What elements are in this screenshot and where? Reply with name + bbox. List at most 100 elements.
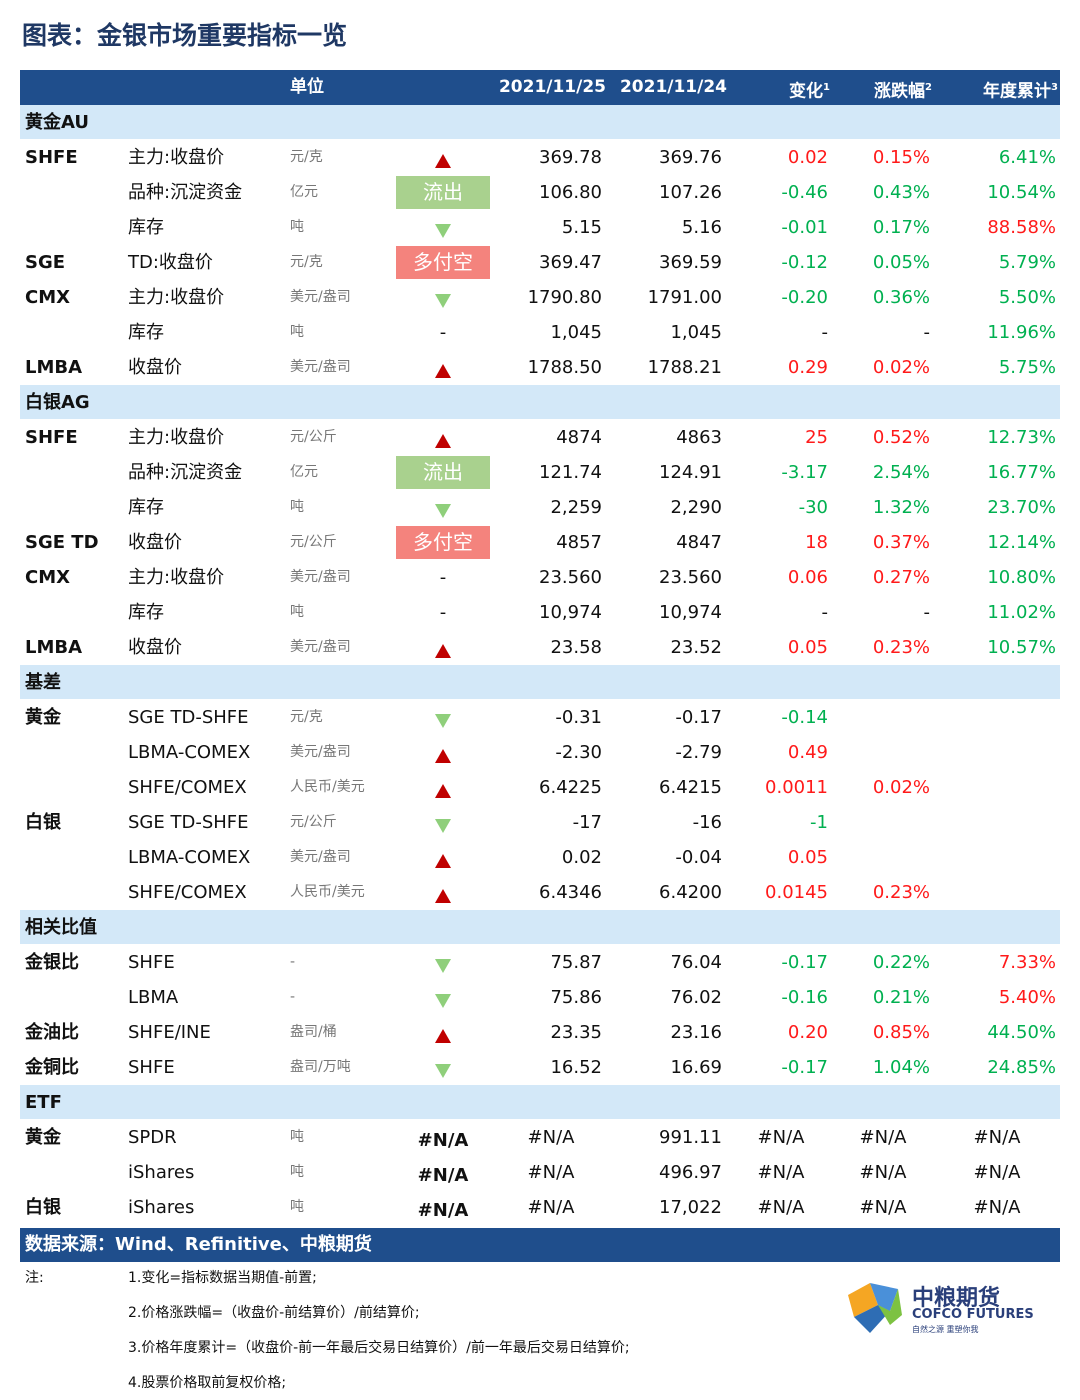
header-cell: 变化1 — [789, 70, 830, 105]
header-bar — [20, 70, 1060, 105]
cell-change: #N/A — [757, 1127, 805, 1148]
cell-pct: 0.23% — [872, 637, 930, 658]
cell-v2: 124.91 — [659, 462, 722, 483]
down-arrow — [435, 224, 451, 238]
cell-ytd: 10.54% — [987, 182, 1056, 203]
row-unit: 亿元 — [290, 184, 318, 200]
row-item: iShares — [128, 1162, 195, 1183]
cell-pct: 0.27% — [872, 567, 930, 588]
cell-pct: #N/A — [859, 1127, 907, 1148]
cell-v2: 5.16 — [681, 217, 722, 238]
row-item: SHFE — [128, 952, 175, 973]
cell-v1: 23.560 — [539, 567, 602, 588]
cell-ytd: 44.50% — [987, 1022, 1056, 1043]
row-unit: 吨 — [290, 219, 304, 235]
row-group: 金铜比 — [25, 1057, 79, 1078]
row-unit: 人民币/美元 — [290, 884, 365, 900]
up-arrow — [435, 749, 451, 763]
row-unit: 元/克 — [290, 149, 323, 165]
cell-v2: 1,045 — [670, 322, 722, 343]
signal-dash: - — [439, 567, 447, 588]
up-arrow — [435, 889, 451, 903]
row-item: TD:收盘价 — [128, 252, 213, 273]
row-unit: 元/克 — [290, 709, 323, 725]
cell-v1: -2.30 — [555, 742, 602, 763]
footnote-mark: 3 — [1051, 82, 1058, 93]
row-item: 库存 — [128, 497, 164, 518]
row-group: SHFE — [25, 147, 78, 168]
cell-change: 0.20 — [787, 1022, 828, 1043]
cell-v1: 106.80 — [539, 182, 602, 203]
section-title: 白银AG — [25, 392, 90, 413]
cell-v1: 2,259 — [550, 497, 602, 518]
signal-badge: 多付空 — [396, 526, 490, 559]
header-text: 变化 — [789, 81, 824, 102]
row-unit: 吨 — [290, 1164, 304, 1180]
row-item: 主力:收盘价 — [128, 567, 225, 588]
row-item: SGE TD-SHFE — [128, 707, 249, 728]
row-group: SGE TD — [25, 532, 99, 553]
cell-pct: - — [923, 322, 931, 343]
cell-pct: #N/A — [859, 1197, 907, 1218]
cell-v1: 1788.50 — [527, 357, 602, 378]
note: 1.变化=指标数据当期值-前置; — [128, 1270, 317, 1286]
row-unit: 吨 — [290, 604, 304, 620]
section-bar — [20, 910, 1060, 944]
cell-ytd: 5.40% — [998, 987, 1056, 1008]
row-unit: 元/克 — [290, 254, 323, 270]
cell-change: #N/A — [757, 1197, 805, 1218]
cell-change: -0.01 — [781, 217, 828, 238]
cell-pct: 2.54% — [872, 462, 930, 483]
cell-ytd: 12.14% — [987, 532, 1056, 553]
cell-v1: 0.02 — [561, 847, 602, 868]
cell-v2: 4863 — [676, 427, 722, 448]
down-arrow — [435, 504, 451, 518]
signal-badge: #N/A — [417, 1200, 469, 1221]
cell-change: -30 — [798, 497, 828, 518]
cell-pct: 0.85% — [872, 1022, 930, 1043]
cell-v2: 16.69 — [670, 1057, 722, 1078]
cell-v2: 2,290 — [670, 497, 722, 518]
cell-v2: 369.76 — [659, 147, 722, 168]
row-unit: 盎司/万吨 — [290, 1059, 351, 1075]
cell-ytd: 24.85% — [987, 1057, 1056, 1078]
cell-change: #N/A — [757, 1162, 805, 1183]
cell-pct: 0.36% — [872, 287, 930, 308]
cell-v1: 5.15 — [561, 217, 602, 238]
cell-change: 0.06 — [787, 567, 828, 588]
down-arrow — [435, 714, 451, 728]
cell-ytd: 11.02% — [987, 602, 1056, 623]
row-item: LBMA-COMEX — [128, 847, 251, 868]
row-item: SHFE/COMEX — [128, 882, 247, 903]
cell-v1: 6.4225 — [539, 777, 602, 798]
title: 图表：金银市场重要指标一览 — [22, 21, 348, 50]
cell-ytd: 23.70% — [987, 497, 1056, 518]
cell-v1: 16.52 — [550, 1057, 602, 1078]
cell-pct: 0.02% — [872, 777, 930, 798]
row-group: 金银比 — [25, 952, 79, 973]
row-item: 主力:收盘价 — [128, 287, 225, 308]
cell-ytd: 10.57% — [987, 637, 1056, 658]
row-unit: 吨 — [290, 324, 304, 340]
header-date: 2021/11/24 — [619, 77, 727, 97]
row-unit: 盎司/桶 — [290, 1024, 337, 1040]
cell-pct: 0.43% — [872, 182, 930, 203]
section-bar — [20, 1085, 1060, 1119]
up-arrow — [435, 364, 451, 378]
cell-ytd: 12.73% — [987, 427, 1056, 448]
cell-ytd: #N/A — [973, 1162, 1021, 1183]
row-unit: 吨 — [290, 1199, 304, 1215]
cell-v2: 10,974 — [659, 602, 722, 623]
cell-ytd: 7.33% — [998, 952, 1056, 973]
row-item: SHFE — [128, 1057, 175, 1078]
section-title: 相关比值 — [25, 917, 97, 938]
row-group: SHFE — [25, 427, 78, 448]
row-unit: 元/公斤 — [290, 534, 337, 550]
cell-v1: 23.58 — [550, 637, 602, 658]
row-unit: - — [290, 989, 296, 1005]
cell-v1: 1790.80 — [527, 287, 602, 308]
cell-v2: -16 — [692, 812, 722, 833]
section-bar — [20, 105, 1060, 139]
logo-name: 中粮期货 — [912, 1286, 1001, 1311]
